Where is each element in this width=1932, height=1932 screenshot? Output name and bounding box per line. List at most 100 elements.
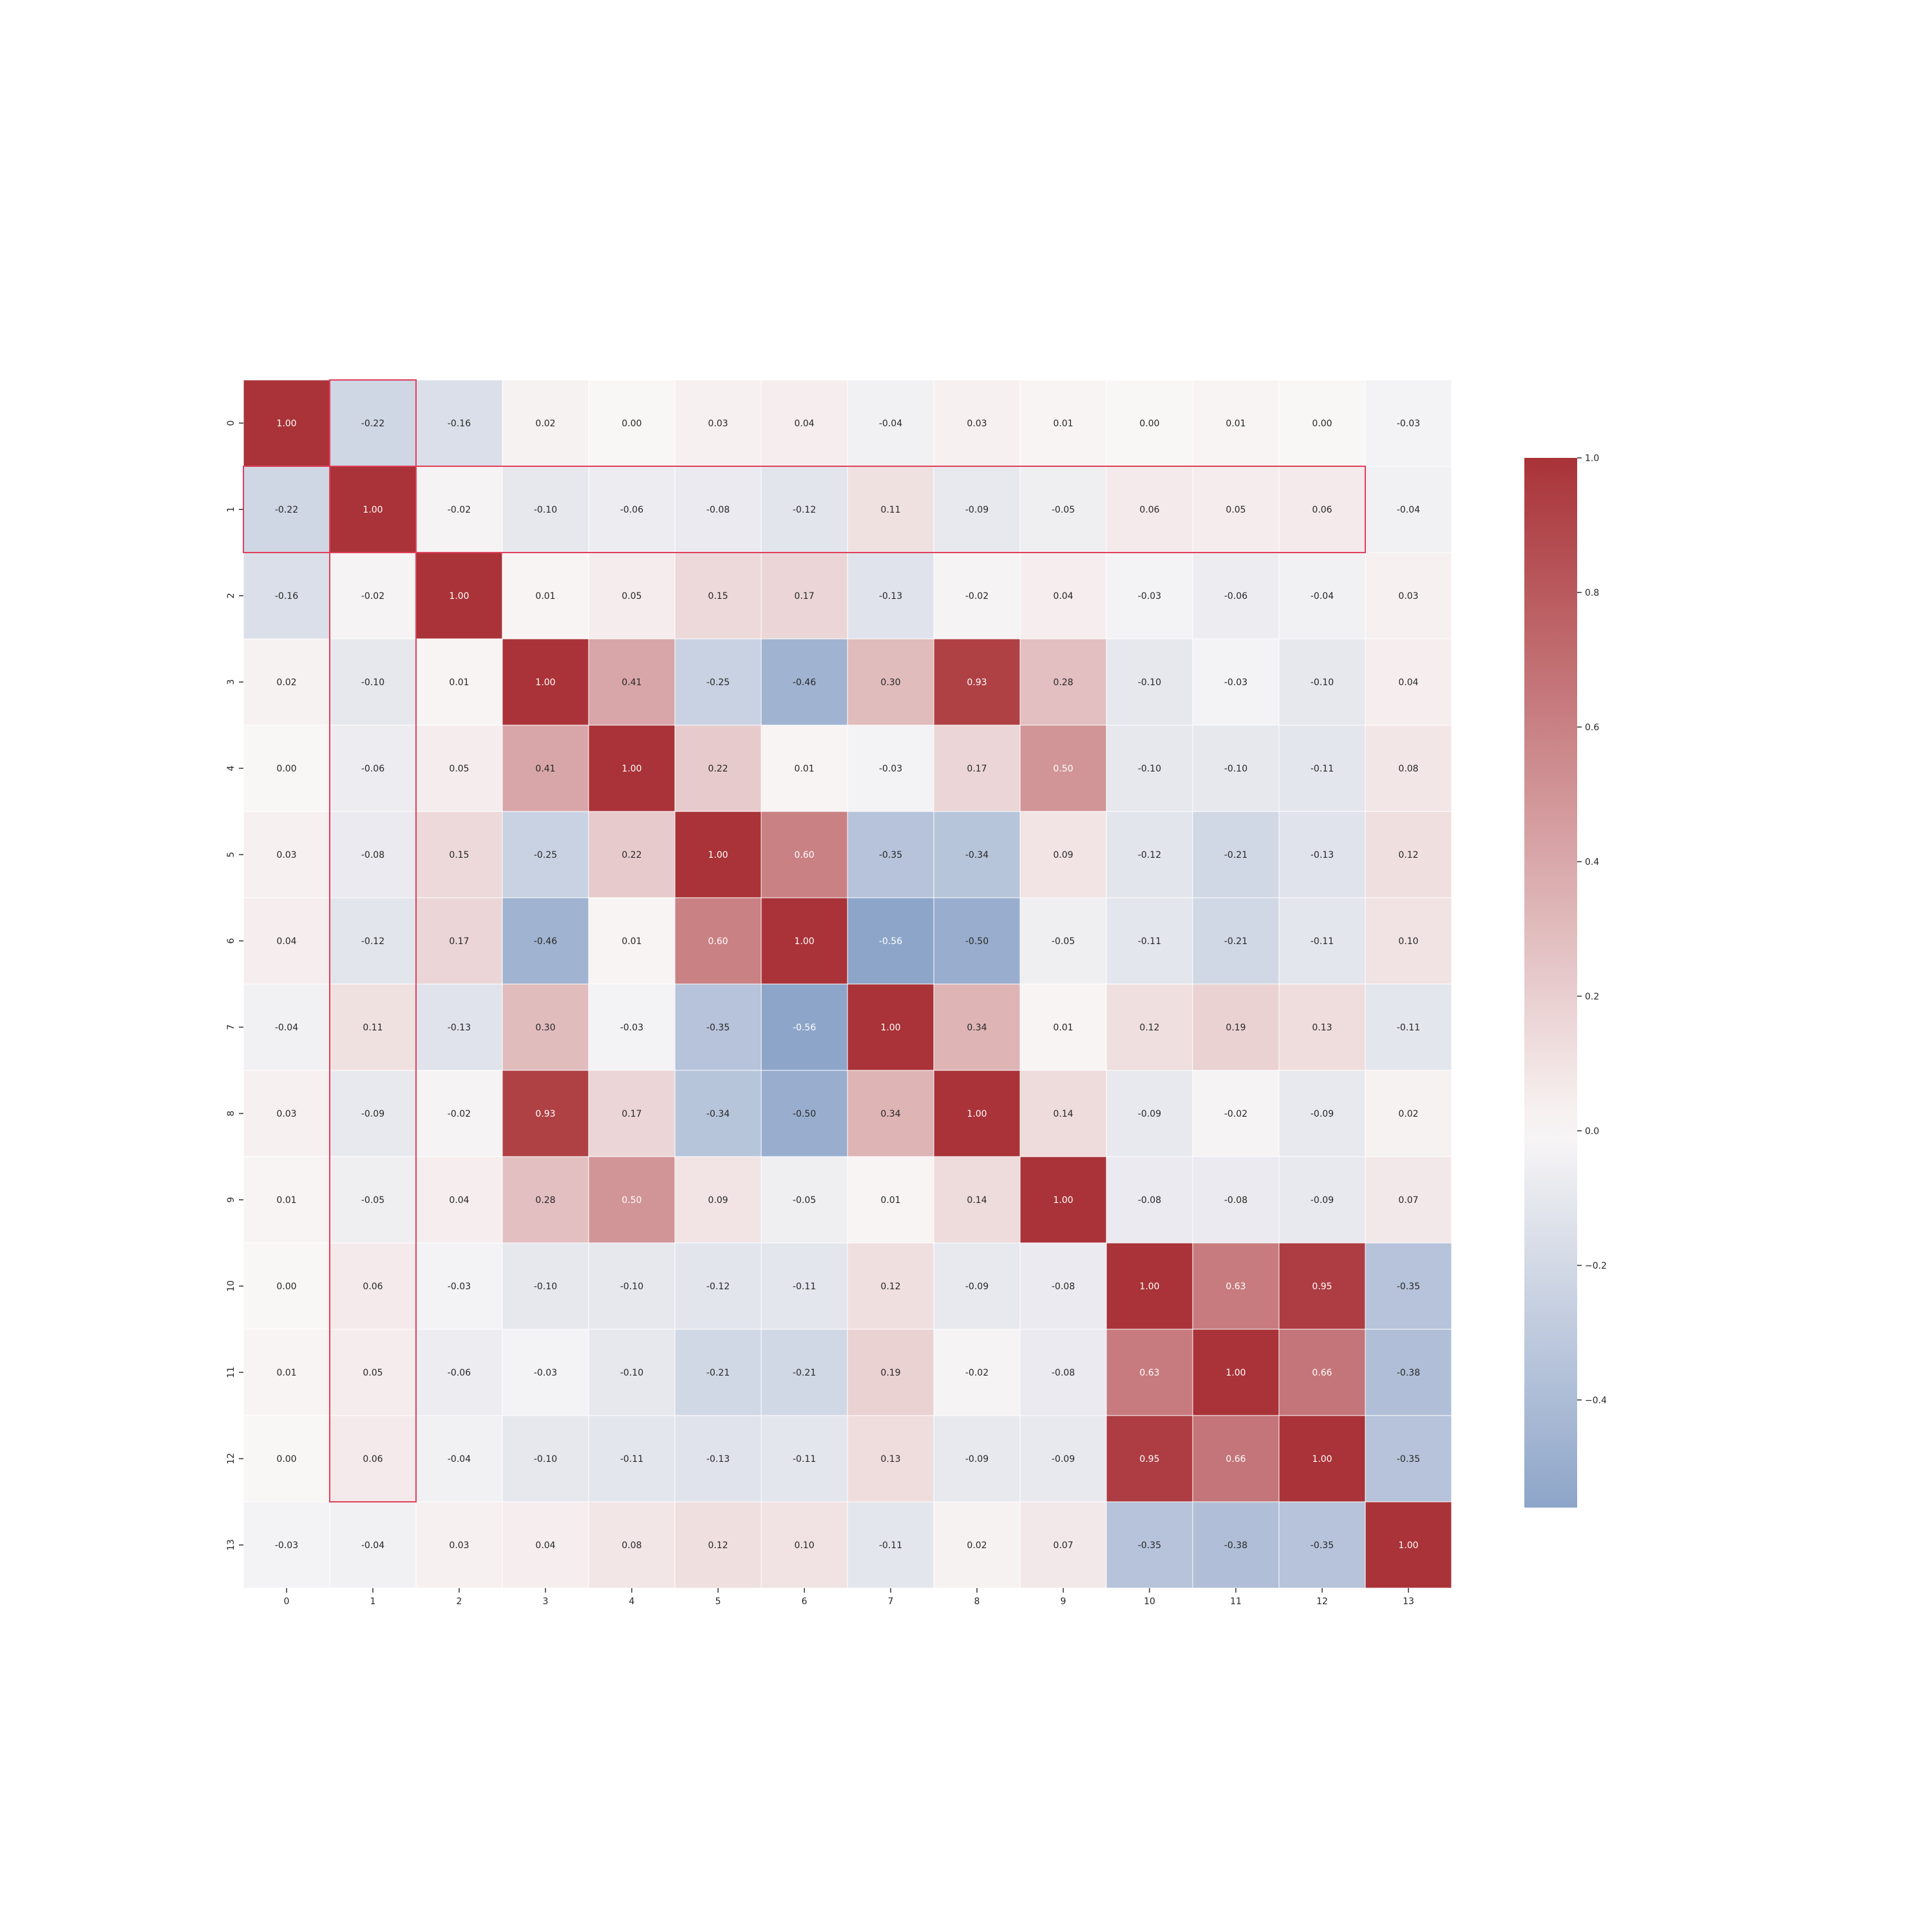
cell-value-label: 0.01	[1226, 419, 1245, 429]
cell-value-label: 1.00	[363, 505, 383, 515]
cell-value-label: -0.03	[1224, 677, 1247, 688]
cell-value-label: -0.10	[534, 1454, 557, 1464]
cell-value-label: 0.66	[1312, 1368, 1332, 1378]
cell-value-label: -0.10	[1224, 764, 1247, 774]
cell-value-label: 0.28	[1053, 677, 1073, 688]
cell-value-label: -0.38	[1397, 1368, 1420, 1378]
cell-value-label: 1.00	[880, 1023, 900, 1033]
heatmap-cell-r6-c2	[415, 897, 503, 985]
cell-value-label: -0.06	[448, 1368, 471, 1378]
x-tick-label: 13	[1403, 1596, 1414, 1607]
heatmap-cell-r4-c4	[588, 724, 676, 812]
cell-value-label: 0.04	[1398, 677, 1418, 688]
cell-value-label: 0.05	[1226, 505, 1245, 515]
heatmap-cell-r13-c4	[588, 1501, 676, 1589]
cell-value-label: 0.22	[708, 764, 728, 774]
heatmap-cell-r11-c3	[502, 1329, 589, 1416]
cell-value-label: -0.50	[793, 1109, 816, 1119]
cell-value-label: -0.09	[1052, 1454, 1075, 1464]
cell-value-label: -0.09	[1138, 1109, 1161, 1119]
cell-value-label: -0.04	[275, 1023, 298, 1033]
heatmap-cell-r2-c5	[674, 552, 762, 639]
heatmap-cell-r5-c7	[847, 811, 934, 898]
cell-value-label: -0.04	[1397, 505, 1420, 515]
cell-value-label: -0.12	[1138, 850, 1161, 860]
heatmap-cell-r2-c8	[933, 552, 1021, 639]
heatmap-cell-r6-c12	[1278, 897, 1366, 985]
cell-value-label: 0.30	[880, 677, 900, 688]
x-tick-label: 2	[457, 1596, 462, 1607]
colorbar-tick-label: 0.0	[1585, 1126, 1599, 1137]
cell-value-label: 0.01	[276, 1368, 296, 1378]
colorbar-tick-label: −0.4	[1585, 1396, 1607, 1406]
heatmap-cell-r10-c9	[1019, 1242, 1107, 1330]
heatmap-cell-r10-c4	[588, 1242, 676, 1330]
colorbar: 1.0 0.8 0.6 0.4 0.2 0.0 −0.2 −0.4	[1524, 453, 1607, 1508]
x-tick-label: 8	[974, 1596, 980, 1607]
heatmap-cell-r5-c2	[415, 811, 503, 898]
cell-value-label: -0.06	[1224, 591, 1247, 601]
heatmap-cell-r8-c9	[1019, 1070, 1107, 1157]
cell-value-label: 0.01	[1053, 1023, 1073, 1033]
heatmap-cell-r6-c0	[243, 897, 330, 985]
cell-value-label: -0.03	[534, 1368, 557, 1378]
heatmap-cell-r3-c11	[1192, 638, 1280, 726]
y-tick-label: 9	[226, 1197, 236, 1203]
heatmap-cell-r12-c9	[1019, 1415, 1107, 1502]
heatmap-cell-r5-c10	[1106, 811, 1193, 898]
cell-value-label: 0.09	[708, 1195, 728, 1206]
cell-value-label: -0.02	[361, 591, 384, 601]
cell-value-label: 0.11	[363, 1023, 383, 1033]
cell-value-label: 0.34	[880, 1109, 900, 1119]
cell-value-label: -0.10	[534, 505, 557, 515]
cell-value-label: 0.13	[1312, 1023, 1332, 1033]
cell-value-label: -0.35	[1397, 1282, 1420, 1292]
cell-value-label: -0.11	[1397, 1023, 1420, 1033]
cell-value-label: -0.16	[275, 591, 298, 601]
cell-value-label: 1.00	[967, 1109, 987, 1119]
cell-value-label: -0.05	[1052, 505, 1075, 515]
cell-value-label: -0.04	[879, 419, 902, 429]
heatmap-cell-r0-c13	[1365, 379, 1452, 467]
heatmap-cell-r9-c3	[502, 1156, 589, 1244]
cell-value-label: 0.00	[1139, 419, 1159, 429]
cell-value-label: 0.07	[1398, 1195, 1418, 1206]
cell-value-label: -0.21	[706, 1368, 730, 1378]
highlight-column-box	[329, 379, 417, 1502]
cell-value-label: -0.06	[361, 764, 384, 774]
x-tick-label: 1	[370, 1596, 376, 1607]
cell-value-label: 1.00	[1139, 1282, 1159, 1292]
cell-value-label: 0.13	[880, 1454, 900, 1464]
cell-value-label: -0.02	[448, 1109, 471, 1119]
heatmap-cell-r8-c8	[933, 1070, 1021, 1157]
cell-value-label: -0.38	[1224, 1540, 1247, 1551]
cell-value-label: -0.21	[1224, 850, 1247, 860]
heatmap-cell-r3-c4	[588, 638, 676, 726]
heatmap-cell-r4-c9	[1019, 724, 1107, 812]
heatmap-cell-r13-c11	[1192, 1501, 1280, 1589]
cell-value-label: -0.35	[706, 1023, 730, 1033]
cell-value-label: 0.02	[1398, 1109, 1418, 1119]
cell-value-label: -0.11	[793, 1282, 816, 1292]
heatmap-cell-r13-c12	[1278, 1501, 1366, 1589]
cell-value-label: 0.15	[449, 850, 469, 860]
heatmap-cell-r5-c3	[502, 811, 589, 898]
cell-value-label: 1.00	[1226, 1368, 1245, 1378]
cell-value-label: 0.34	[967, 1023, 987, 1033]
heatmap-cell-r3-c6	[761, 638, 848, 726]
cell-value-label: 0.01	[276, 1195, 296, 1206]
heatmap-cell-r13-c8	[933, 1501, 1021, 1589]
heatmap-cell-r8-c13	[1365, 1070, 1452, 1157]
cell-value-label: 0.06	[363, 1282, 383, 1292]
heatmap-cell-r7-c13	[1365, 983, 1452, 1071]
heatmap-cell-r6-c1	[329, 897, 417, 985]
cell-value-label: -0.11	[793, 1454, 816, 1464]
cell-value-label: -0.09	[1311, 1109, 1334, 1119]
cell-value-label: -0.04	[361, 1540, 384, 1551]
cell-value-label: -0.11	[620, 1454, 643, 1464]
cell-value-label: 0.00	[1312, 419, 1332, 429]
heatmap-cell-r4-c2	[415, 724, 503, 812]
cell-value-label: 0.66	[1226, 1454, 1245, 1464]
cell-value-label: -0.10	[620, 1282, 643, 1292]
heatmap-cell-r11-c9	[1019, 1329, 1107, 1416]
